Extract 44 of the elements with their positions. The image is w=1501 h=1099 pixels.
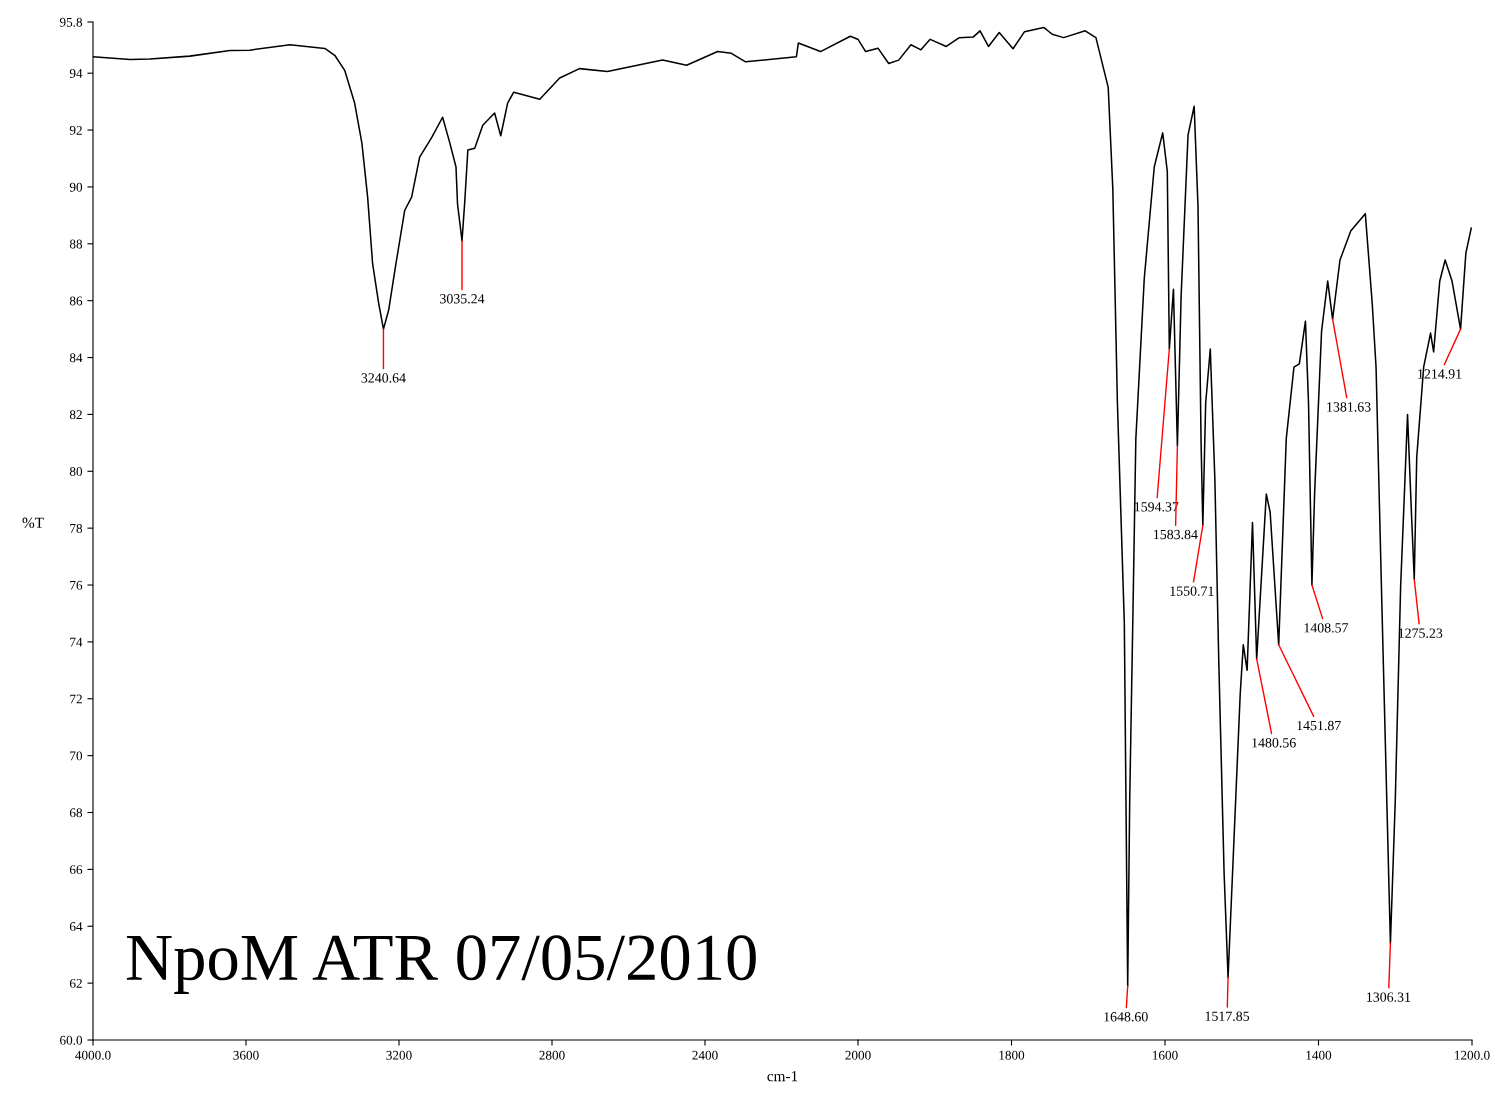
x-axis-title: cm-1	[767, 1071, 798, 1082]
y-tick-label: 82	[69, 410, 82, 420]
x-tick-label: 1200.0	[1455, 1050, 1490, 1060]
y-tick-label: 68	[69, 808, 83, 818]
annotation: 3240.64	[361, 373, 406, 383]
y-tick-label: 84	[69, 353, 83, 363]
annotation: 3035.24	[440, 294, 485, 304]
y-tick-label: 60.0	[60, 1035, 83, 1045]
y-tick-label: 95.8	[59, 17, 83, 27]
annotation: NpoM ATR 07/05/2010	[126, 935, 756, 994]
y-tick-label: 66	[69, 865, 83, 875]
y-tick-label: 88	[69, 239, 83, 249]
x-tick-label: 3200	[386, 1050, 412, 1060]
y-tick-label: 90	[69, 182, 83, 192]
x-tick-label: 1400	[1306, 1050, 1332, 1060]
y-tick-label: 74	[70, 637, 83, 647]
y-tick-label: 78	[70, 523, 83, 533]
annotation: 1275.23	[1398, 628, 1443, 638]
annotation: 1480.56	[1252, 738, 1296, 748]
x-tick-label: 1600	[1152, 1050, 1178, 1060]
annotation: 1550.71	[1170, 586, 1214, 596]
annotation: 1408.57	[1304, 623, 1349, 633]
x-tick-label: 4000.0	[75, 1050, 111, 1060]
y-tick-label: 72	[70, 694, 82, 704]
x-tick-label: 2800	[539, 1050, 565, 1060]
annotation: 1517.85	[1205, 1011, 1250, 1021]
y-tick-label: 70	[70, 751, 83, 761]
y-tick-label: 76	[70, 580, 83, 590]
y-tick-label: 86	[69, 296, 83, 306]
x-tick-label: 2000	[845, 1050, 871, 1060]
x-tick-label: 1800	[999, 1050, 1025, 1060]
y-tick-label: 94	[69, 69, 83, 78]
y-tick-label: 62	[69, 978, 82, 988]
annotation: 1306.31	[1367, 992, 1411, 1002]
annotation: 1583.84	[1154, 529, 1198, 540]
y-tick-label: 92	[69, 125, 82, 135]
annotation: 1451.87	[1297, 720, 1341, 731]
x-tick-label: 2400	[692, 1050, 718, 1060]
y-tick-label: 80	[69, 467, 83, 476]
annotation: 1381.63	[1327, 402, 1371, 412]
x-tick-label: 3600	[233, 1050, 259, 1060]
y-tick-label: 64	[69, 922, 83, 931]
y-axis-title: %T	[22, 517, 44, 528]
annotation: 1648.60	[1104, 1012, 1148, 1022]
